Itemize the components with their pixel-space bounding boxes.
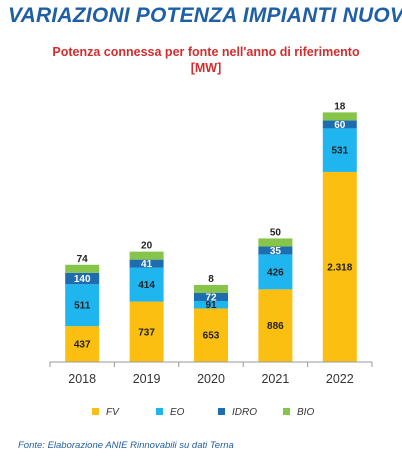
data-label-eo: 91 <box>205 300 217 311</box>
x-tick-label: 2022 <box>326 372 354 386</box>
data-label-bio: 8 <box>208 274 214 285</box>
data-label-idro: 35 <box>270 246 282 257</box>
x-tick-label: 2018 <box>68 372 96 386</box>
bar-segment-bio <box>258 238 293 247</box>
data-label-bio: 20 <box>141 241 153 252</box>
bar-segment-eo <box>258 254 293 290</box>
data-label-idro: 41 <box>141 259 153 270</box>
legend-swatch-bio <box>283 408 290 415</box>
bar-segment-bio <box>194 284 228 293</box>
data-label-eo: 414 <box>138 280 155 291</box>
legend-label-fv: FV <box>106 407 120 418</box>
bar-segment-fv <box>322 171 357 362</box>
bar-segment-idro <box>322 120 357 129</box>
data-label-bio: 50 <box>270 227 282 238</box>
legend-label-bio: BIO <box>297 407 314 418</box>
data-label-idro: 72 <box>205 292 217 303</box>
bar-segment-bio <box>129 251 164 260</box>
data-label-fv: 737 <box>138 327 155 338</box>
x-tick-label: 2020 <box>197 372 225 386</box>
legend-label-idro: IDRO <box>232 407 257 418</box>
legend-swatch-eo <box>156 408 163 415</box>
bar-segment-idro <box>129 259 164 268</box>
page-title: VARIAZIONI POTENZA IMPIANTI NUOVI <box>8 4 402 27</box>
source-note: Fonte: Elaborazione ANIE Rinnovabili su … <box>18 440 234 451</box>
data-label-fv: 437 <box>74 340 91 351</box>
data-label-eo: 426 <box>267 267 284 278</box>
x-tick-label: 2021 <box>261 372 289 386</box>
data-label-idro: 140 <box>74 274 91 285</box>
data-label-idro: 60 <box>334 120 346 131</box>
bar-segment-fv <box>194 308 228 362</box>
data-label-fv: 886 <box>267 321 284 332</box>
bar-segment-idro <box>65 272 100 285</box>
bar-segment-idro <box>194 292 228 301</box>
data-label-fv: 2.318 <box>327 262 352 273</box>
data-label-bio: 18 <box>334 101 346 112</box>
data-label-fv: 653 <box>203 331 220 342</box>
bar-segment-bio <box>65 264 100 273</box>
data-label-eo: 531 <box>331 146 348 157</box>
chart-title: Potenza connessa per fonte nell'anno di … <box>52 45 360 75</box>
bar-segment-eo <box>194 300 228 309</box>
legend-swatch-fv <box>92 408 99 415</box>
bar-segment-eo <box>129 267 164 302</box>
bar-segment-idro <box>258 246 293 255</box>
data-label-bio: 74 <box>77 254 89 265</box>
data-label-eo: 511 <box>74 301 91 312</box>
bar-segment-fv <box>65 326 100 362</box>
legend-swatch-idro <box>218 408 225 415</box>
bar-segment-eo <box>65 284 100 327</box>
legend-label-eo: EO <box>170 407 185 418</box>
bar-segment-bio <box>322 112 357 121</box>
bar-segment-fv <box>258 289 293 362</box>
bar-segment-eo <box>322 128 357 172</box>
x-tick-label: 2019 <box>133 372 161 386</box>
bar-segment-fv <box>129 301 164 362</box>
